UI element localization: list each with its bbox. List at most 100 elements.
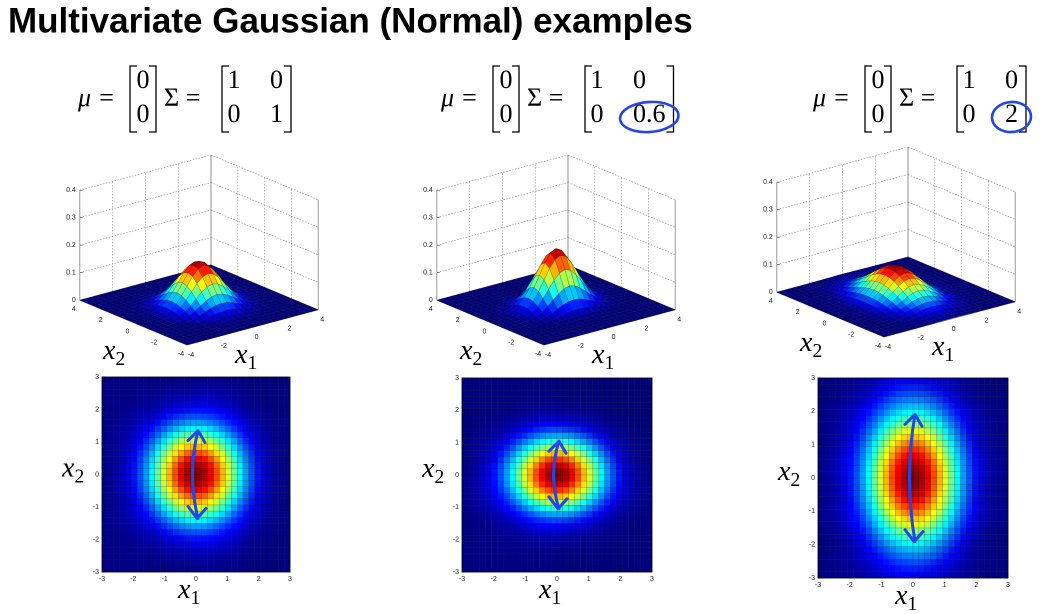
heatmap-cell bbox=[113, 462, 120, 469]
heatmap-cell bbox=[1001, 415, 1009, 422]
heatmap-cell bbox=[260, 492, 267, 500]
sigma-entry: 1 bbox=[228, 65, 241, 94]
heatmap-cell bbox=[592, 438, 599, 445]
heatmap-cell bbox=[491, 535, 498, 542]
heatmap-cell bbox=[586, 396, 593, 403]
heatmap-cell bbox=[533, 535, 540, 542]
x-tick-label: -3 bbox=[459, 576, 465, 583]
heatmap-cell bbox=[539, 396, 546, 403]
heatmap-cell bbox=[148, 535, 156, 542]
heatmap-cell bbox=[598, 468, 605, 476]
heatmap-cell bbox=[254, 498, 261, 506]
heatmap-cell bbox=[260, 419, 267, 426]
heatmap-cell bbox=[213, 523, 220, 530]
heatmap-cell bbox=[645, 390, 653, 397]
heatmap-cell bbox=[485, 377, 492, 385]
heatmap-cell bbox=[586, 547, 593, 554]
heatmap-cell bbox=[604, 450, 611, 457]
heatmap-cell bbox=[616, 529, 623, 536]
heatmap-cell bbox=[580, 547, 587, 554]
heatmap-cell bbox=[954, 440, 961, 447]
heatmap-cell bbox=[841, 552, 848, 560]
heatmap-cell bbox=[954, 502, 961, 510]
heatmap-cell bbox=[912, 471, 920, 479]
heatmap-cell bbox=[972, 421, 979, 429]
axis-label-base: x bbox=[234, 339, 248, 370]
heatmap-cell bbox=[231, 382, 238, 390]
heatmap-cell bbox=[877, 534, 884, 541]
heatmap-cell bbox=[889, 415, 896, 422]
x1-tick-label: -4 bbox=[188, 352, 194, 359]
heatmap-cell bbox=[604, 444, 611, 451]
heatmap-cell bbox=[960, 534, 967, 541]
heatmap-cell bbox=[539, 493, 546, 500]
heatmap-cell bbox=[237, 382, 244, 390]
heatmap-cell bbox=[622, 426, 629, 433]
heatmap-cell bbox=[467, 432, 475, 439]
heatmap-cell bbox=[574, 565, 581, 573]
heatmap-cell bbox=[278, 389, 285, 396]
heatmap-cell bbox=[853, 534, 860, 541]
heatmap-cell bbox=[562, 390, 570, 397]
heatmap-cell bbox=[266, 504, 273, 512]
heatmap-cell bbox=[610, 511, 617, 518]
heatmap-cell bbox=[877, 502, 884, 510]
heatmap-cell bbox=[137, 456, 144, 463]
heatmap-cell bbox=[491, 426, 498, 433]
heatmap-cell bbox=[278, 492, 285, 500]
heatmap-cell bbox=[479, 565, 486, 573]
heatmap-cell bbox=[817, 452, 825, 460]
sigma-entry: 1 bbox=[963, 65, 976, 94]
heatmap-cell bbox=[823, 502, 831, 510]
heatmap-cell bbox=[284, 395, 291, 402]
heatmap-cell bbox=[859, 390, 866, 397]
heatmap-cell bbox=[912, 446, 920, 454]
heatmap-cell bbox=[148, 504, 156, 512]
heatmap-cell bbox=[172, 443, 179, 451]
heatmap-cell bbox=[284, 462, 291, 469]
heatmap-cell bbox=[835, 527, 842, 535]
heatmap-cell bbox=[190, 535, 197, 542]
heatmap-cell bbox=[996, 434, 1003, 441]
slide-title: Multivariate Gaussian (Normal) examples bbox=[8, 1, 693, 40]
heatmap-cell bbox=[479, 529, 486, 536]
axis-label-base: x bbox=[799, 327, 813, 358]
heatmap-cell bbox=[160, 510, 167, 518]
heatmap-cell bbox=[467, 547, 475, 554]
heatmap-cell bbox=[889, 384, 896, 391]
heatmap-cell bbox=[260, 462, 267, 469]
heatmap-cell bbox=[972, 546, 979, 554]
heatmap-cell bbox=[580, 499, 587, 506]
axis-label-sub: 1 bbox=[551, 588, 561, 609]
heatmap-cell bbox=[195, 480, 203, 487]
heatmap-cell bbox=[586, 456, 593, 464]
heatmap-cell bbox=[242, 450, 250, 457]
heatmap-cell bbox=[924, 552, 931, 560]
heatmap-cell bbox=[568, 450, 575, 457]
heatmap-cell bbox=[231, 541, 238, 548]
heatmap-cell bbox=[248, 474, 255, 481]
heatmap-cell bbox=[219, 456, 226, 463]
heatmap-cell bbox=[148, 437, 156, 445]
heatmap-cell bbox=[622, 414, 629, 421]
heatmap-cell bbox=[574, 474, 581, 482]
heatmap-cell bbox=[278, 541, 285, 548]
axis-label-sub: 2 bbox=[434, 467, 444, 488]
mu-entry: 0 bbox=[500, 99, 513, 128]
heatmap-cell bbox=[119, 510, 126, 518]
heatmap-cell bbox=[278, 504, 285, 512]
heatmap-cell bbox=[550, 377, 558, 385]
heatmap-cell bbox=[901, 440, 908, 447]
heatmap-cell bbox=[847, 490, 854, 497]
heatmap-cell bbox=[461, 462, 469, 470]
heatmap-cell bbox=[948, 496, 955, 504]
heatmap-cell bbox=[817, 471, 825, 479]
heatmap-cell bbox=[515, 499, 522, 506]
heatmap-cell bbox=[996, 402, 1003, 410]
mu-entry: 0 bbox=[137, 65, 150, 94]
heatmap-cell bbox=[113, 517, 120, 524]
heatmap-cell bbox=[137, 517, 144, 524]
heatmap-cell bbox=[895, 434, 902, 441]
heatmap-cell bbox=[225, 456, 232, 463]
heatmap-cell bbox=[107, 547, 114, 554]
